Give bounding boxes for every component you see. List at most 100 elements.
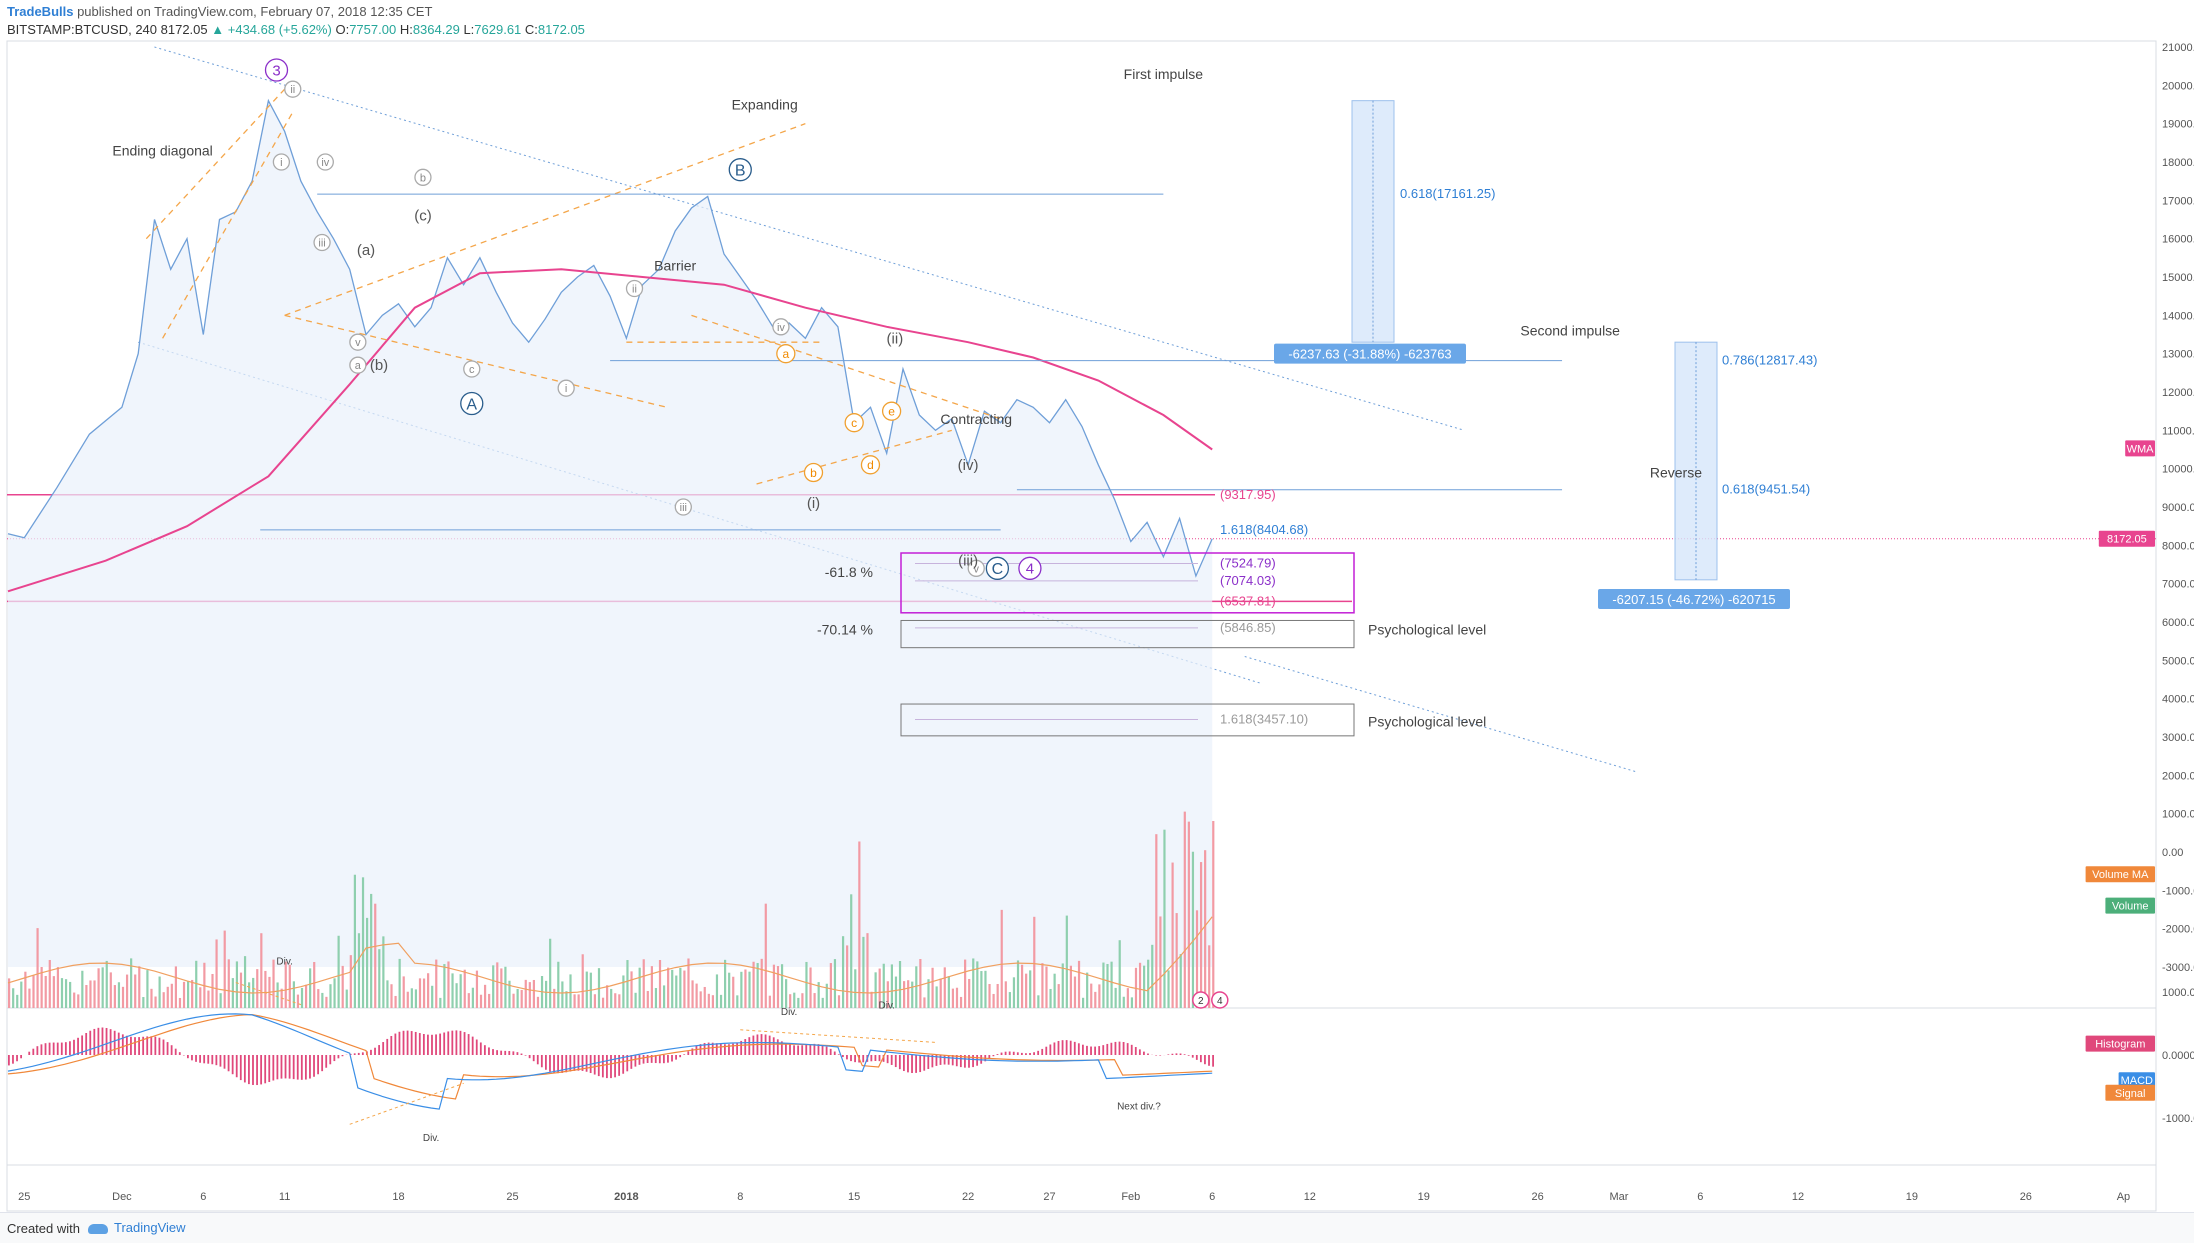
macd-tick-label: 0.0000 [2162, 1050, 2194, 1062]
volume-bar [936, 986, 938, 1008]
macd-histogram-bar [171, 1045, 173, 1055]
macd-histogram-bar [647, 1055, 649, 1063]
macd-histogram-bar [1172, 1054, 1174, 1055]
chart-note: Contracting [940, 411, 1012, 427]
macd-histogram-bar [305, 1055, 307, 1080]
macd-histogram-bar [264, 1055, 266, 1083]
volume-bar [899, 961, 901, 1008]
volume-bar [521, 990, 523, 1008]
time-tick-label: 25 [18, 1191, 30, 1203]
volume-bar [28, 989, 30, 1008]
macd-histogram-bar [93, 1029, 95, 1055]
chart-canvas[interactable]: 21000.0020000.0019000.0018000.0017000.00… [0, 40, 2194, 1212]
macd-histogram-bar [374, 1048, 376, 1055]
fib-level-label: (7074.03) [1220, 573, 1276, 588]
volume-bar [468, 993, 470, 1008]
macd-histogram-bar [431, 1035, 433, 1055]
volume-bar [529, 982, 531, 1008]
volume-bar [228, 959, 230, 1008]
macd-histogram-bar [36, 1046, 38, 1055]
volume-bar [12, 988, 14, 1008]
measure-badge-text: -6237.63 (-31.88%) -623763 [1288, 347, 1451, 362]
macd-histogram-bar [679, 1055, 681, 1057]
macd-histogram-bar [1017, 1052, 1019, 1055]
macd-histogram-bar [948, 1055, 950, 1065]
volume-bar [651, 966, 653, 1008]
volume-bar [81, 971, 83, 1008]
macd-histogram-bar [846, 1055, 848, 1059]
volume-bar [569, 974, 571, 1008]
volume-bar [382, 936, 384, 1008]
macd-histogram-bar [1102, 1045, 1104, 1055]
macd-histogram-bar [809, 1044, 811, 1055]
symbol-label[interactable]: BITSTAMP:BTCUSD, 240 [7, 22, 157, 37]
volume-bar [586, 972, 588, 1008]
macd-histogram-bar [41, 1044, 43, 1055]
volume-bar [199, 987, 201, 1008]
macd-histogram-bar [236, 1055, 238, 1077]
macd-histogram-bar [891, 1055, 893, 1065]
projection-label: 0.618(17161.25) [1400, 186, 1495, 201]
macd-histogram-bar [789, 1045, 791, 1055]
volume-bar [594, 994, 596, 1008]
volume-bar [154, 997, 156, 1008]
macd-histogram-bar [667, 1055, 669, 1063]
tradingview-logo[interactable]: TradingView [88, 1220, 186, 1235]
volume-bar [73, 993, 75, 1008]
volume-bar [997, 984, 999, 1008]
price-tick-label: 6000.00 [2162, 617, 2194, 629]
volume-bar [370, 894, 372, 1008]
projection-label: 0.786(12817.43) [1722, 353, 1817, 368]
macd-histogram-bar [220, 1055, 222, 1067]
volume-bar [675, 976, 677, 1008]
price-tick-label: 11000.00 [2162, 425, 2194, 437]
macd-histogram-bar [997, 1054, 999, 1055]
fib-level-label: (7524.79) [1220, 556, 1276, 571]
macd-histogram-bar [447, 1031, 449, 1055]
volume-bar [1123, 997, 1125, 1008]
volume-bar [362, 877, 364, 1008]
macd-histogram-bar [663, 1055, 665, 1063]
wave-label: d [867, 458, 874, 472]
macd-histogram-bar [525, 1055, 527, 1056]
volume-bar [512, 994, 514, 1008]
macd-histogram-bar [541, 1055, 543, 1067]
macd-histogram-bar [1180, 1054, 1182, 1055]
volume-bar [667, 968, 669, 1008]
price-tick-label: 1000.00 [2162, 809, 2194, 821]
macd-histogram-bar [602, 1055, 604, 1077]
wave-label: a [782, 347, 789, 361]
wave-label: b [810, 466, 817, 480]
macd-histogram-bar [150, 1036, 152, 1055]
macd-histogram-bar [1159, 1055, 1161, 1056]
macd-histogram-bar [8, 1055, 10, 1065]
macd-histogram-bar [1062, 1040, 1064, 1055]
macd-histogram-bar [1192, 1055, 1194, 1058]
fib-level-label: 1.618(3457.10) [1220, 711, 1308, 726]
volume-bar [948, 976, 950, 1008]
macd-histogram-bar [822, 1045, 824, 1055]
volume-bar [573, 994, 575, 1008]
macd-histogram-bar [1143, 1052, 1145, 1055]
volume-bar [606, 985, 608, 1008]
macd-histogram-bar [386, 1039, 388, 1055]
time-tick-label: 19 [1418, 1191, 1430, 1203]
wave-label: c [851, 416, 857, 430]
macd-histogram-bar [301, 1055, 303, 1080]
volume-bar [801, 993, 803, 1008]
volume-bar [582, 954, 584, 1008]
author-link[interactable]: TradeBulls [7, 4, 73, 19]
volume-bar [1212, 821, 1214, 1008]
volume-bar [1098, 984, 1100, 1008]
volume-bar [822, 998, 824, 1008]
macd-histogram-bar [842, 1055, 844, 1057]
event-flag-label: 2 [1198, 996, 1204, 1007]
volume-bar [785, 979, 787, 1008]
macd-histogram-bar [394, 1034, 396, 1055]
volume-bar [431, 986, 433, 1008]
time-tick-label: Dec [112, 1191, 132, 1203]
macd-histogram-bar [411, 1031, 413, 1055]
price-tick-label: 20000.00 [2162, 80, 2194, 92]
macd-histogram-bar [496, 1050, 498, 1055]
volume-bar [224, 931, 226, 1008]
